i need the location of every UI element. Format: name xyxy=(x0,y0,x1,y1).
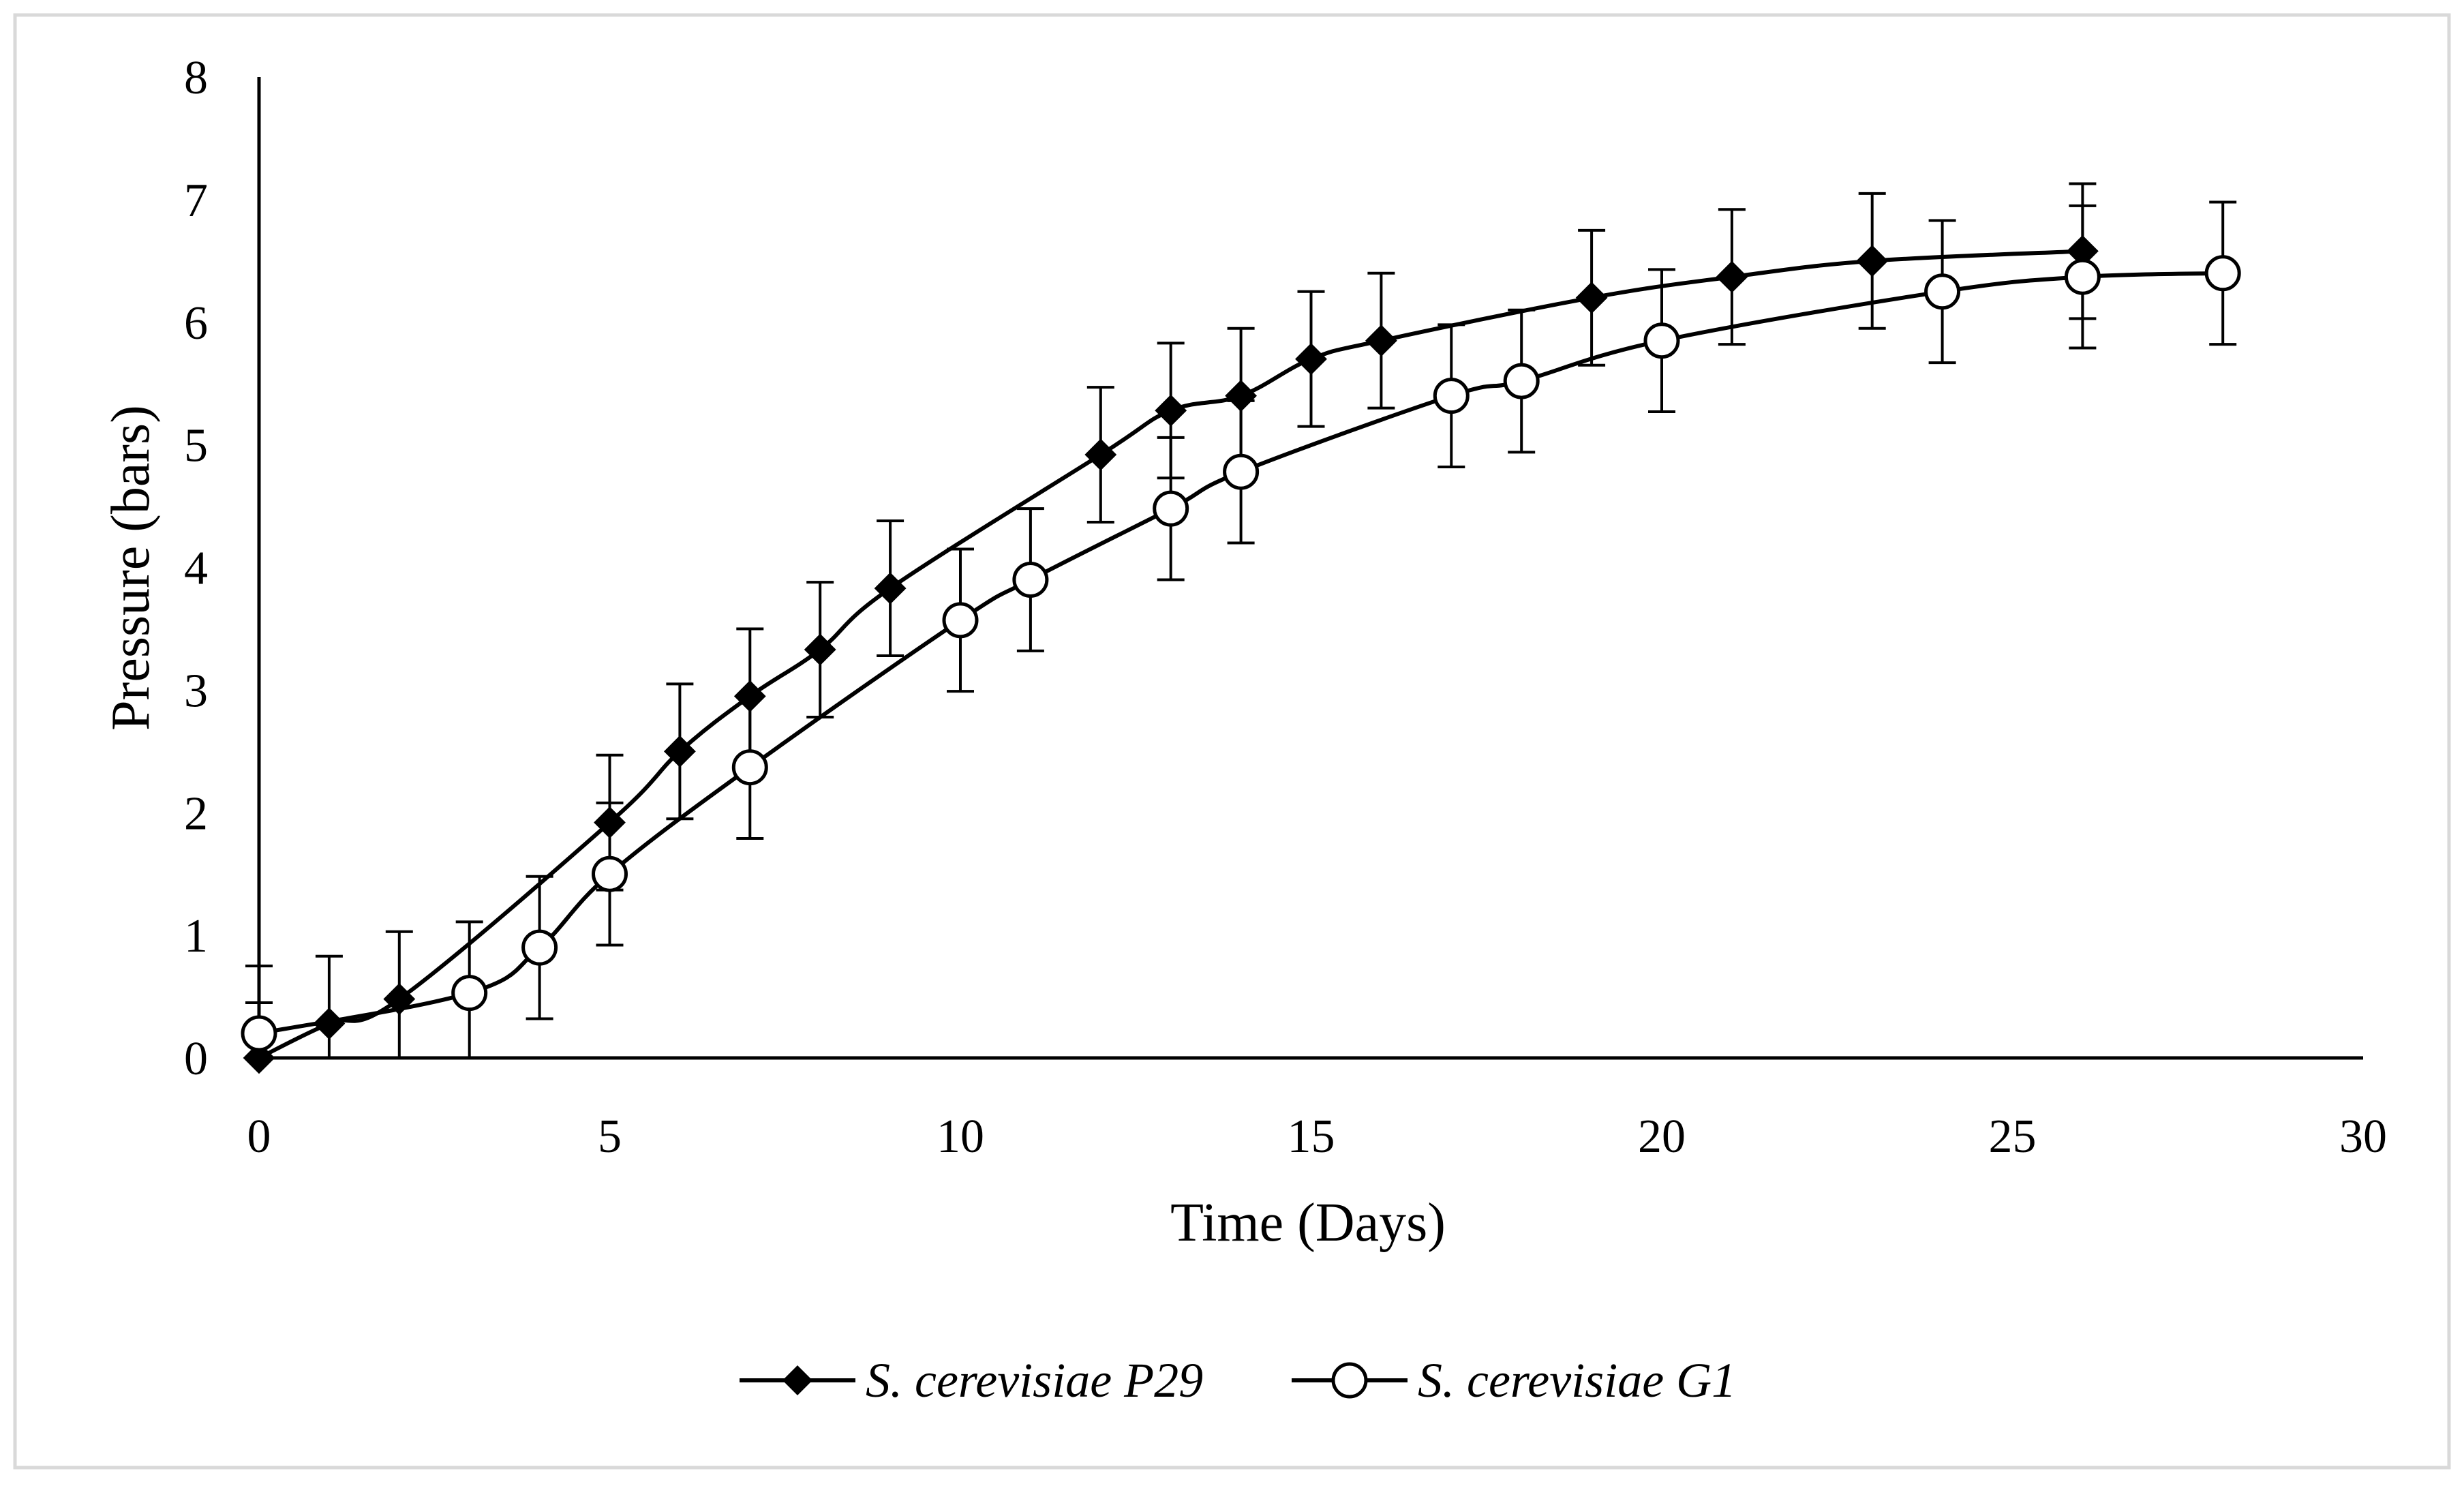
data-markers xyxy=(241,235,2241,1074)
y-tick-label: 2 xyxy=(184,787,208,840)
data-point-diamond xyxy=(313,1007,346,1040)
data-point-circle xyxy=(1223,453,1260,490)
data-point-diamond xyxy=(1716,260,1748,293)
legend: S. cerevisiae P29 S. cerevisiae G1 xyxy=(740,1353,1736,1408)
x-tick-label: 25 xyxy=(1989,1110,2037,1163)
data-point-diamond xyxy=(874,572,907,605)
data-point-diamond xyxy=(1225,380,1258,412)
x-tick-label: 20 xyxy=(1638,1110,1686,1163)
data-point-circle xyxy=(241,1015,277,1052)
data-point-circle xyxy=(1153,490,1189,527)
data-point-circle xyxy=(1433,378,1470,414)
y-tick-label: 4 xyxy=(184,543,208,595)
data-point-diamond xyxy=(663,735,696,768)
y-tick-label: 3 xyxy=(184,665,208,717)
data-point-circle xyxy=(731,749,768,786)
data-point-circle xyxy=(1924,273,1961,310)
data-point-diamond xyxy=(1365,324,1397,357)
data-point-diamond xyxy=(1084,438,1117,471)
data-point-circle xyxy=(2064,258,2101,295)
y-tick-label: 7 xyxy=(184,175,208,227)
data-point-diamond xyxy=(594,806,626,839)
data-point-circle xyxy=(451,975,488,1012)
data-point-circle xyxy=(1643,322,1680,359)
x-tick-label: 5 xyxy=(598,1110,622,1163)
data-point-circle xyxy=(2204,255,2241,292)
data-point-diamond xyxy=(1155,394,1187,427)
y-tick-label: 0 xyxy=(184,1033,208,1085)
data-point-circle xyxy=(942,602,979,639)
y-axis-title: Pressure (bars) xyxy=(101,405,161,731)
data-point-diamond xyxy=(733,680,766,712)
data-point-diamond xyxy=(1856,245,1889,277)
y-tick-label: 6 xyxy=(184,297,208,350)
legend-circle-marker xyxy=(1331,1362,1368,1399)
data-point-diamond xyxy=(383,983,416,1016)
legend-label-1: S. cerevisiae P29 xyxy=(866,1353,1203,1408)
data-point-circle xyxy=(521,929,558,966)
legend-label-2: S. cerevisiae G1 xyxy=(1418,1353,1736,1408)
data-point-circle xyxy=(592,855,628,892)
x-tick-label: 10 xyxy=(937,1110,984,1163)
axes: 0 5 10 15 20 25 30 0 1 2 3 4 5 6 7 8 xyxy=(184,52,2387,1163)
data-point-diamond xyxy=(1575,282,1608,314)
y-tick-label: 8 xyxy=(184,52,208,104)
x-tick-label: 0 xyxy=(247,1110,271,1163)
data-point-diamond xyxy=(243,1042,275,1074)
x-tick-label: 30 xyxy=(2339,1110,2387,1163)
data-point-circle xyxy=(1012,561,1049,598)
data-point-diamond xyxy=(804,633,836,666)
error-bars xyxy=(245,182,2237,1058)
legend-diamond-marker xyxy=(782,1365,812,1395)
data-point-circle xyxy=(1503,363,1540,399)
axis-labels: Time (Days) Pressure (bars) xyxy=(101,405,1446,1253)
data-point-diamond xyxy=(1295,343,1327,376)
y-tick-label: 5 xyxy=(184,420,208,472)
y-tick-label: 1 xyxy=(184,910,208,962)
chart-border xyxy=(13,13,2451,1470)
x-axis-title: Time (Days) xyxy=(1170,1193,1446,1253)
x-tick-label: 15 xyxy=(1288,1110,1335,1163)
